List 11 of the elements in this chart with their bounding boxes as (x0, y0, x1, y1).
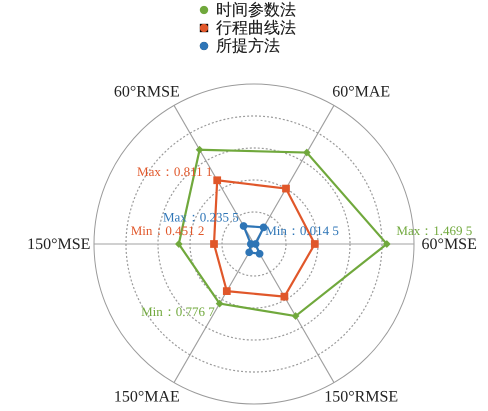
text: Min：0.776 7 (141, 304, 216, 319)
legend-label: 行程曲线法 (216, 19, 296, 37)
spoke-label: 60°MAE (332, 84, 390, 101)
legend-label: 时间参数法 (216, 1, 296, 19)
legend-label: 所提方法 (216, 37, 280, 55)
spoke-label: 60°MSE (422, 236, 477, 253)
text: Max：1.469 5 (396, 223, 472, 238)
spoke-label: 150°MSE (27, 236, 90, 253)
spoke-label: 150°RMSE (324, 388, 398, 406)
spoke-label: 150°MAE (114, 388, 180, 406)
spoke-label: 60°RMSE (114, 84, 180, 101)
